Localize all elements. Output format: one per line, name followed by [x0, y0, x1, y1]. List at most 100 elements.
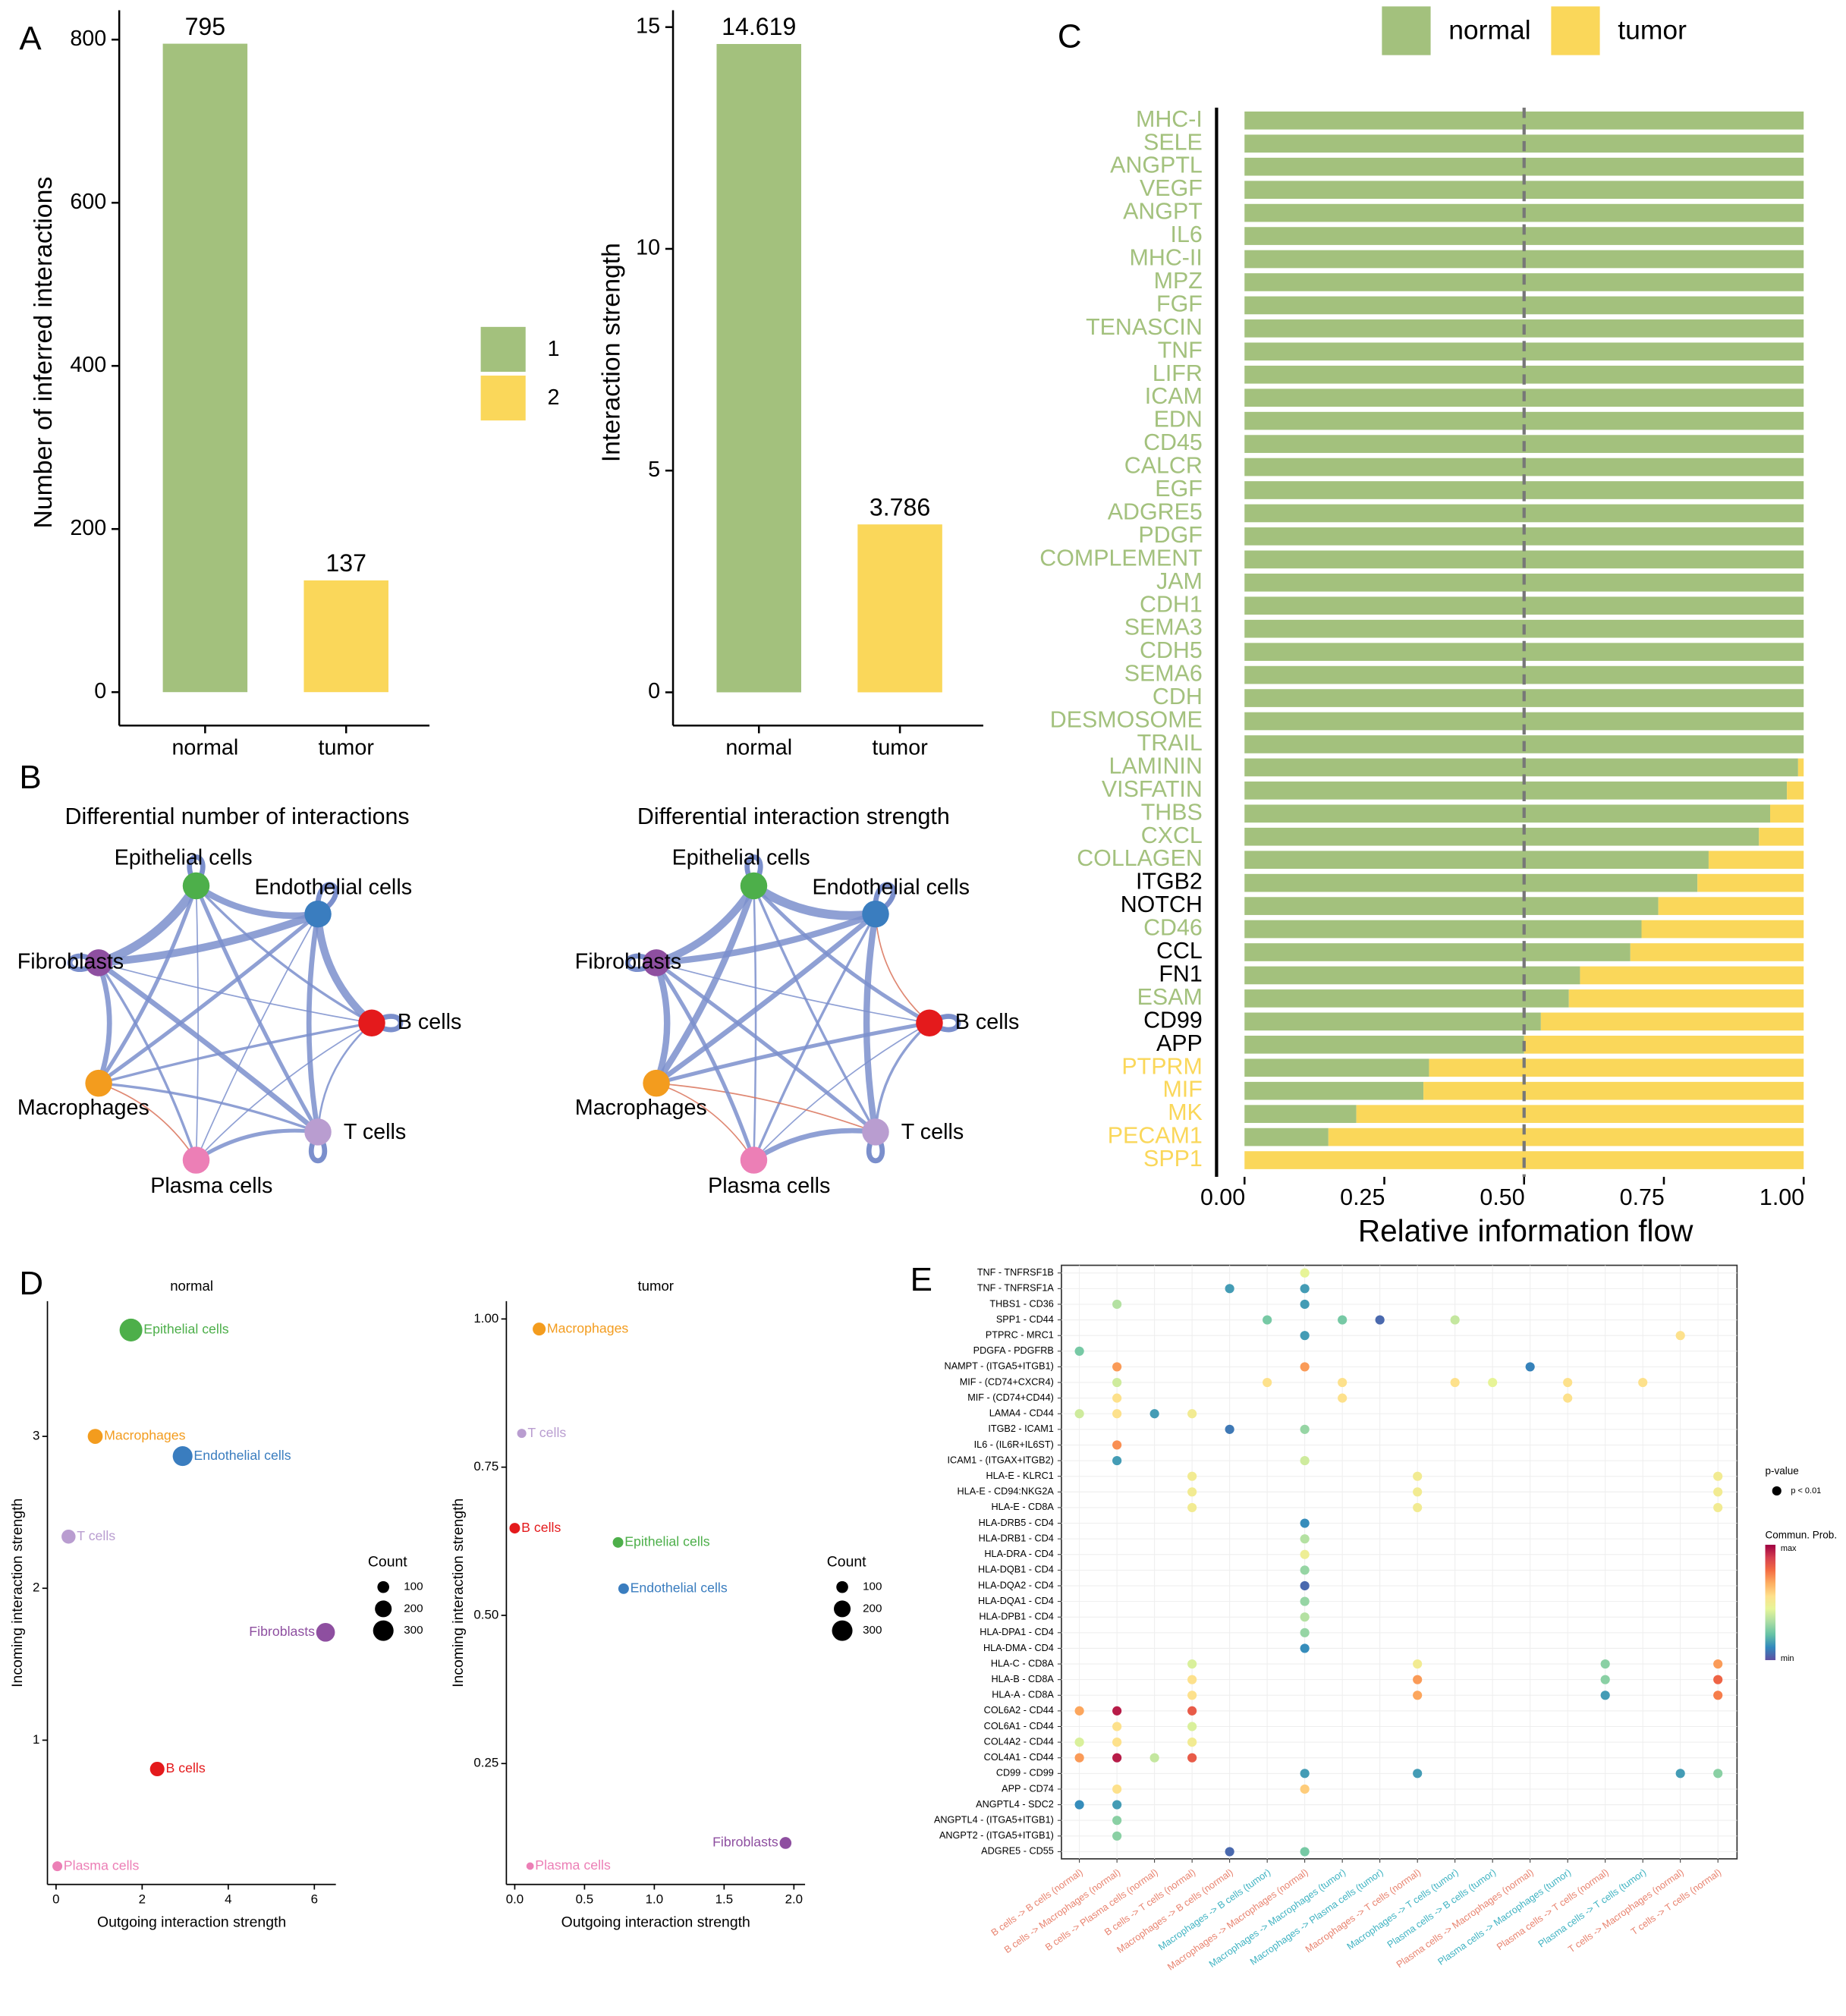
edge: [97, 961, 320, 1134]
y-tick-label: COMPLEMENT: [1039, 545, 1203, 571]
node: [304, 900, 332, 928]
node-label: T cells: [344, 1120, 406, 1144]
y-axis-label: Number of inferred interactions: [29, 177, 58, 529]
row-label: COL4A1 - CD44: [984, 1752, 1054, 1763]
x-tick-label: 6: [311, 1892, 318, 1906]
dot: [1300, 1847, 1310, 1857]
point: [533, 1323, 546, 1336]
dot: [1263, 1377, 1272, 1388]
size-legend-label: 200: [404, 1602, 423, 1615]
dot-plot: TNF - TNFRSF1B TNF - TNFRSF1A THBS1 - CD36…: [934, 1264, 1837, 1973]
x-axis-label: Outgoing interaction strength: [561, 1914, 750, 1930]
bar-segment: [1244, 758, 1798, 777]
bar-segment: [1244, 411, 1804, 430]
col-label: Macrophages -> Macrophages (tumor): [1207, 1867, 1348, 1970]
bar: [716, 43, 801, 693]
size-legend-title: Count: [827, 1554, 866, 1571]
point-label: Fibroblasts: [249, 1624, 315, 1639]
bar-segment: [1244, 782, 1788, 800]
x-tick-label: 0.50: [1480, 1184, 1524, 1210]
dot: [1187, 1471, 1197, 1481]
value-label: 137: [325, 549, 366, 577]
row-label: SPP1 - CD44: [996, 1314, 1054, 1325]
dot: [1187, 1502, 1197, 1513]
edge: [656, 1082, 876, 1133]
edge: [98, 962, 373, 1024]
point-label: Epithelial cells: [143, 1322, 229, 1337]
y-tick-label: CD45: [1143, 429, 1203, 455]
dot: [1074, 1738, 1084, 1747]
y-tick-label: CCL: [1156, 938, 1203, 964]
row-label: CD99 - CD99: [996, 1768, 1054, 1779]
value-label: 14.619: [722, 13, 796, 40]
dot: [1338, 1377, 1348, 1388]
dot: [1300, 1518, 1310, 1528]
legend-label: p < 0.01: [1791, 1486, 1821, 1495]
dot: [1112, 1816, 1122, 1826]
dot: [1300, 1565, 1310, 1575]
dot: [1413, 1690, 1423, 1700]
dot: [1112, 1831, 1122, 1841]
point-label: Endothelial cells: [193, 1448, 291, 1463]
row-label: ICAM1 - (ITGAX+ITGB2): [948, 1455, 1054, 1465]
bar-segment: [1540, 1012, 1804, 1031]
row-label: ANGPTL4 - SDC2: [976, 1799, 1054, 1810]
bar-segment: [1787, 782, 1804, 800]
dot: [1488, 1377, 1498, 1388]
point: [618, 1583, 629, 1594]
row-label: HLA-DPB1 - CD4: [979, 1612, 1053, 1622]
node-label: Macrophages: [17, 1096, 149, 1120]
node-label: Plasma cells: [708, 1174, 830, 1198]
bar-segment: [1244, 111, 1804, 130]
point-label: Macrophages: [547, 1320, 629, 1335]
node-label: T cells: [901, 1120, 964, 1144]
node-label: Endothelial cells: [812, 875, 970, 899]
row-label: TNF - TNFRSF1A: [977, 1283, 1055, 1294]
legend-label: tumor: [1618, 15, 1687, 46]
point: [612, 1536, 624, 1548]
bar-segment: [1568, 989, 1804, 1008]
dot: [1300, 1424, 1310, 1434]
y-tick-label: MIF: [1162, 1077, 1202, 1102]
row-label: IL6 - (IL6R+IL6ST): [974, 1439, 1054, 1450]
dot: [1338, 1393, 1348, 1403]
edge: [195, 1022, 373, 1161]
edge: [98, 1082, 197, 1161]
dot: [1450, 1315, 1460, 1325]
value-label: 3.786: [870, 493, 930, 521]
size-legend-point: [373, 1620, 394, 1641]
row-label: NAMPT - (ITGA5+ITGB1): [945, 1361, 1054, 1372]
bar-segment: [1244, 851, 1709, 870]
dot: [1149, 1409, 1159, 1419]
size-legend-label: 100: [863, 1580, 882, 1593]
y-tick-label: JAM: [1156, 568, 1203, 594]
row-label: COL6A1 - CD44: [984, 1721, 1054, 1731]
y-tick-label: TRAIL: [1137, 730, 1203, 756]
chart-title: normal: [170, 1278, 213, 1294]
bar-segment: [1423, 1081, 1804, 1100]
dot: [1563, 1393, 1573, 1403]
edge: [874, 1022, 931, 1132]
x-tick-label: tumor: [872, 735, 928, 760]
row-label: COL6A2 - CD44: [984, 1705, 1054, 1716]
panel-label: E: [910, 1261, 932, 1298]
dot: [1112, 1722, 1122, 1731]
dot: [1074, 1753, 1084, 1763]
point: [87, 1429, 103, 1444]
dot: [1112, 1456, 1122, 1466]
bar-segment: [1244, 804, 1771, 823]
y-tick-label: MPZ: [1154, 268, 1203, 294]
y-tick-label: LIFR: [1153, 360, 1203, 386]
bar-segment: [1524, 1035, 1804, 1054]
legend-swatch: [480, 326, 526, 372]
scatter-chart: 0 2 4 6 1 2 3 Epithelial cells Macrophages Endoth…: [9, 1278, 423, 1930]
point-label: B cells: [521, 1520, 561, 1535]
dot: [1149, 1753, 1159, 1763]
bar-segment: [1797, 758, 1804, 777]
bar-segment: [1244, 966, 1580, 985]
node: [85, 949, 112, 977]
y-tick-label: VISFATIN: [1102, 776, 1203, 802]
node-label: B cells: [955, 1010, 1020, 1034]
edge: [195, 885, 373, 1024]
size-legend-label: 100: [404, 1580, 423, 1593]
